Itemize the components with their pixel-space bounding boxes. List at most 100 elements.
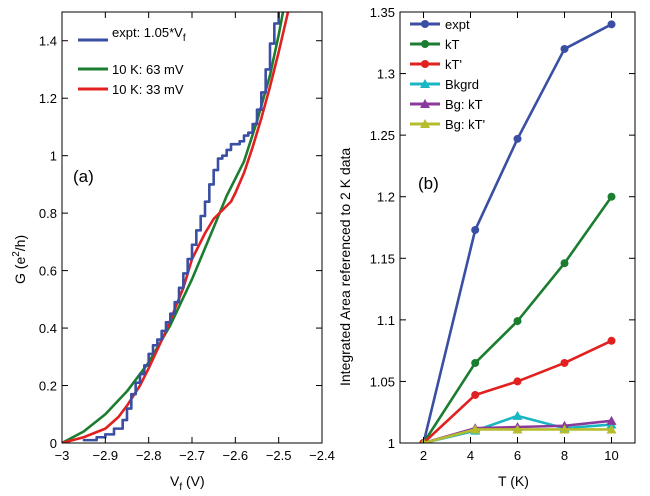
legend-b-bg-kt-marker [420, 119, 430, 128]
data-point [512, 424, 523, 434]
data-point [269, 42, 271, 45]
data-point [260, 91, 263, 94]
panel-b-ticks: 2 4 6 8 10 1 1.05 1.1 1.15 1.2 1.25 1.3 1.35 [370, 5, 635, 463]
panel-b-y-tick-label: 1.15 [370, 251, 395, 266]
data-point [607, 192, 616, 201]
data-point [134, 381, 137, 384]
legend-b-bg-kt-marker [420, 99, 430, 108]
panel-b-y-tick-label: 1.2 [377, 190, 395, 205]
data-point [471, 390, 480, 399]
legend-b-expt-label: expt [445, 17, 470, 32]
legend-b-bg-kt-label: Bg: kT [445, 97, 483, 112]
legend-a-63mv-label: 10 K: 63 mV [112, 62, 184, 77]
legend-b-kt-marker [421, 40, 429, 48]
data-point [606, 415, 617, 425]
data-point [560, 259, 569, 268]
legend-b-kt-label: kT' [445, 57, 462, 72]
panel-b-y-axis-label: Integrated Area referenced to 2 K data [337, 148, 353, 386]
data-point [173, 301, 176, 304]
panel-b-y-tick-label: 1.25 [370, 128, 395, 143]
data-point [234, 143, 237, 146]
data-point [606, 424, 617, 434]
panel-b-x-tick-label: 10 [604, 448, 618, 463]
data-point [256, 108, 258, 111]
panel-a-x-tick-label: −3 [55, 448, 70, 463]
data-point [199, 215, 202, 218]
panel-a-y-tick-label: 1.4 [39, 34, 57, 49]
panel-a-y-tick-label: 1.2 [39, 91, 57, 106]
legend-b-kt-label: kT [445, 37, 460, 52]
data-point [178, 286, 180, 289]
data-point [471, 225, 480, 234]
data-point [160, 329, 163, 332]
data-point [104, 433, 107, 436]
data-point [113, 427, 115, 430]
panel-b-x-tick-label: 8 [561, 448, 568, 463]
data-point [204, 200, 206, 203]
panel-a-y-tick-label: 0 [50, 436, 57, 451]
data-point [217, 157, 219, 160]
data-point [126, 407, 128, 410]
data-point [560, 358, 569, 367]
data-point [243, 134, 245, 137]
panel-a-legend: expt: 1.05*Vf 10 K: 63 mV 10 K: 33 mV [78, 25, 186, 97]
panel-a-series-group [62, 5, 290, 443]
data-point [143, 364, 146, 367]
legend-a-expt-label: expt: 1.05*Vf [112, 25, 186, 44]
panel-a-x-tick-label: −2.5 [266, 448, 292, 463]
panel-a-label: (a) [73, 167, 94, 186]
data-point [560, 44, 569, 53]
data-point [95, 436, 98, 439]
legend-b-bkgrd-marker [420, 79, 430, 88]
data-point [264, 68, 267, 71]
panel-a-y-tick-label: 1 [50, 149, 57, 164]
panel-b-x-tick-label: 6 [514, 448, 521, 463]
panel-a-y-tick-label: 0.4 [39, 321, 57, 336]
legend-b-kt-marker [421, 60, 429, 68]
data-point [278, 5, 280, 7]
data-point [513, 134, 522, 143]
panel-b-y-tick-label: 1.3 [377, 67, 395, 82]
panel-a-y-axis-label: G (e2/h) [11, 235, 28, 284]
data-point [513, 317, 522, 326]
legend-b-bkgrd-label: Bkgrd [445, 77, 479, 92]
panel-b-label: (b) [418, 174, 439, 193]
data-point [165, 321, 167, 324]
panel-b-chart: 2 4 6 8 10 1 1.05 1.1 1.15 1.2 1.25 1.3 1.35 expt kT k… [337, 5, 636, 489]
panel-b-x-axis-label: T (K) [498, 473, 529, 489]
panel-a-y-tick-label: 0.2 [39, 379, 57, 394]
data-point [238, 140, 241, 143]
data-point [470, 424, 481, 434]
panel-b-legend: expt kT kT' Bkgrd Bg: kT Bg: kT' [410, 17, 485, 132]
legend-b-bg-kt-label: Bg: kT' [445, 117, 485, 132]
data-point [471, 358, 480, 367]
panel-a-y-tick-label: 0.6 [39, 264, 57, 279]
panel-a-y-tick-label: 0.8 [39, 206, 57, 221]
data-point [230, 143, 232, 146]
data-point [273, 22, 276, 25]
panel-b-y-tick-label: 1.1 [377, 313, 395, 328]
data-point [82, 439, 85, 442]
data-point [208, 183, 211, 186]
data-point [169, 312, 172, 315]
panel-b-y-tick-label: 1.35 [370, 5, 395, 20]
data-point [247, 131, 250, 134]
data-point [130, 393, 133, 396]
data-point [195, 229, 198, 232]
panel-a-plot-area [62, 12, 322, 443]
data-point [607, 20, 616, 29]
data-point [156, 338, 159, 341]
panel-a-x-tick-label: −2.7 [179, 448, 205, 463]
data-point [139, 373, 141, 376]
data-point [221, 154, 224, 157]
panel-a-chart: −3 −2.9 −2.8 −2.7 −2.6 −2.5 −2.4 0 0.2 0.4 0.6 0.8 1… [11, 5, 335, 493]
data-point [513, 377, 522, 386]
panel-b-x-tick-label: 2 [420, 448, 427, 463]
data-point [212, 169, 215, 172]
panel-a-ticks: −3 −2.9 −2.8 −2.7 −2.6 −2.5 −2.4 0 0.2 0.4 0.6 0.8 1… [39, 12, 335, 463]
data-point [152, 344, 154, 347]
data-point [186, 258, 189, 261]
legend-a-expt-subscript: f [183, 33, 186, 44]
panel-b-x-tick-label: 4 [467, 448, 474, 463]
panel-a-x-axis-label: Vf (V) [170, 473, 205, 493]
